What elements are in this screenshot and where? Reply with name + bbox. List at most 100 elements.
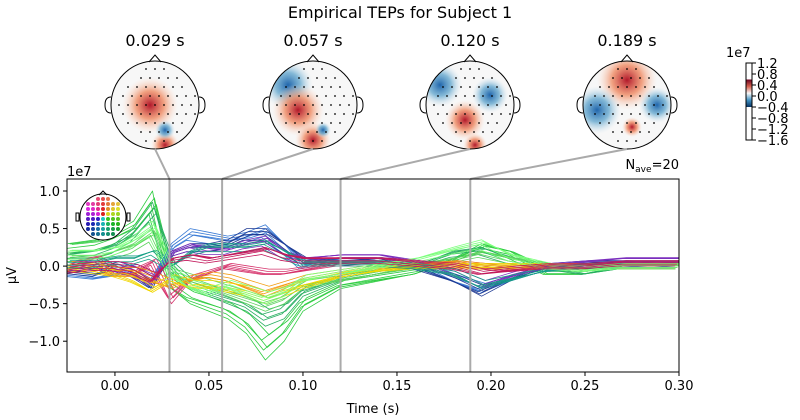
sensor-dot — [487, 86, 489, 88]
sensor-dot — [451, 122, 453, 124]
colorbar-tick-label: 0.8 — [757, 68, 778, 83]
colorbar-scale-label: 1e7 — [726, 46, 751, 61]
sensor-dot — [285, 122, 287, 124]
colorbar-tick-label: −1.2 — [757, 123, 789, 138]
sensor-dot — [140, 95, 142, 97]
sensor-dot — [298, 131, 300, 133]
sensor-dot — [185, 95, 187, 97]
sensor-dot — [491, 77, 493, 79]
sensor-dot — [285, 86, 287, 88]
sensor-dot — [158, 77, 160, 79]
sensor-location-dot — [96, 227, 100, 231]
sensor-dot — [639, 77, 641, 79]
sensor-dot — [496, 104, 498, 106]
sensor-dot — [653, 104, 655, 106]
sensor-dot — [176, 77, 178, 79]
sensor-dot — [136, 86, 138, 88]
sensor-location-dot — [106, 197, 110, 201]
sensor-dot — [635, 140, 637, 142]
ear-icon — [513, 96, 521, 114]
ear-icon — [104, 96, 112, 114]
sensor-dot — [149, 77, 151, 79]
sensor-dot — [617, 86, 619, 88]
sensor-dot — [635, 68, 637, 70]
sensor-dot — [639, 131, 641, 133]
sensor-dot — [339, 122, 341, 124]
topomap: 0.057 s — [262, 31, 364, 150]
sensor-dot — [653, 86, 655, 88]
sensor-dot — [469, 86, 471, 88]
sensor-dot — [167, 95, 169, 97]
sensor-location-dot — [116, 202, 120, 206]
sensor-dot — [500, 113, 502, 115]
sensor-dot — [482, 131, 484, 133]
sensor-dot — [294, 86, 296, 88]
x-tick-label: 0.25 — [571, 379, 600, 394]
sensor-dot — [307, 95, 309, 97]
topomap-time-label: 0.057 s — [283, 31, 342, 50]
sensor-dot — [469, 122, 471, 124]
sensor-dot — [127, 122, 129, 124]
ear-icon — [670, 96, 678, 114]
sensor-dot — [334, 113, 336, 115]
sensor-dot — [590, 104, 592, 106]
sensor-dot — [451, 104, 453, 106]
sensor-location-dot — [116, 207, 120, 211]
figure-title: Empirical TEPs for Subject 1 — [288, 3, 512, 22]
sensor-dot — [298, 95, 300, 97]
sensor-dot — [190, 104, 192, 106]
y-tick-label: −1.0 — [28, 335, 60, 350]
sensor-dot — [312, 104, 314, 106]
topomap: 0.029 s — [104, 31, 206, 150]
sensor-dot — [442, 86, 444, 88]
x-tick-label: 0.05 — [194, 379, 223, 394]
sensor-dot — [149, 131, 151, 133]
channel-trace — [67, 235, 676, 298]
sensor-location-dot — [101, 202, 105, 206]
sensor-dot — [149, 95, 151, 97]
ear-icon — [419, 96, 427, 114]
sensor-location-dot — [96, 217, 100, 221]
sensor-dot — [478, 104, 480, 106]
sensor-dot — [172, 122, 174, 124]
x-axis-label: Time (s) — [346, 402, 400, 417]
ear-icon — [576, 96, 584, 114]
sensor-dot — [334, 131, 336, 133]
sensor-location-dot — [96, 202, 100, 206]
sensor-dot — [158, 131, 160, 133]
sensor-location-dot — [106, 227, 110, 231]
sensor-dot — [469, 104, 471, 106]
sensor-dot — [176, 95, 178, 97]
sensor-dot — [491, 95, 493, 97]
sensor-dot — [635, 104, 637, 106]
sensor-dot — [325, 131, 327, 133]
sensor-location-dot — [111, 217, 115, 221]
sensor-location-dot — [86, 212, 90, 216]
channel-trace — [69, 230, 679, 305]
sensor-location-dot — [116, 222, 120, 226]
sensor-dot — [451, 86, 453, 88]
sensor-dot — [630, 131, 632, 133]
topomap-connector — [470, 148, 628, 180]
sensor-dot — [505, 104, 507, 106]
sensor-dot — [496, 122, 498, 124]
sensor-dot — [487, 104, 489, 106]
sensor-location-dot — [96, 232, 100, 236]
sensor-dot — [325, 95, 327, 97]
channel-trace — [67, 220, 679, 305]
sensor-dot — [626, 122, 628, 124]
sensor-dot — [145, 86, 147, 88]
channel-trace — [71, 242, 679, 281]
sensor-dot — [163, 68, 165, 70]
sensor-legend-inset — [75, 190, 131, 241]
sensor-dot — [608, 104, 610, 106]
sensor-dot — [154, 104, 156, 106]
sensor-dot — [163, 86, 165, 88]
sensor-dot — [473, 113, 475, 115]
sensor-location-dot — [116, 227, 120, 231]
sensor-location-dot — [101, 207, 105, 211]
sensor-dot — [509, 95, 511, 97]
sensor-dot — [312, 68, 314, 70]
sensor-location-dot — [101, 217, 105, 221]
sensor-dot — [154, 68, 156, 70]
